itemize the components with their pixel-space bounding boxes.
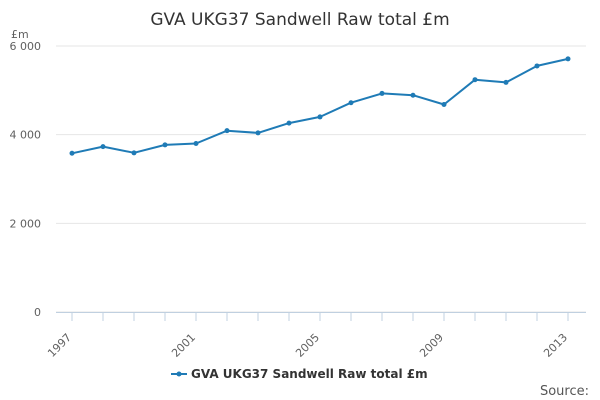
data-point-2006[interactable] [348, 100, 354, 106]
legend-label: GVA UKG37 Sandwell Raw total £m [191, 367, 428, 381]
data-point-2000[interactable] [162, 142, 168, 148]
x-axis: 1997 2001 2005 2009 2013 [45, 312, 586, 360]
y-tick-label-0: 0 [34, 306, 41, 319]
gridlines [56, 45, 586, 313]
data-point-1998[interactable] [100, 144, 106, 150]
legend[interactable]: GVA UKG37 Sandwell Raw total £m [171, 367, 428, 381]
data-point-2009[interactable] [441, 102, 447, 108]
data-point-1997[interactable] [69, 150, 75, 156]
data-point-2001[interactable] [193, 141, 199, 147]
chart-title: GVA UKG37 Sandwell Raw total £m [150, 10, 449, 30]
x-tick-label-4: 2013 [541, 331, 570, 360]
y-tick-label-3: 6 000 [10, 40, 42, 53]
y-axis: 0 2 000 4 000 6 000 [10, 40, 42, 319]
legend-point-marker [176, 371, 182, 377]
data-point-2003[interactable] [255, 130, 261, 136]
data-point-1999[interactable] [131, 150, 137, 156]
data-point-2004[interactable] [286, 120, 292, 126]
data-point-2013[interactable] [565, 56, 571, 62]
data-point-2007[interactable] [379, 90, 385, 96]
data-point-2005[interactable] [317, 114, 323, 120]
series-layer [69, 56, 571, 156]
x-tick-label-1: 2001 [169, 331, 198, 360]
x-tick-label-0: 1997 [45, 331, 74, 360]
data-point-2012[interactable] [534, 63, 540, 69]
data-point-2008[interactable] [410, 92, 416, 98]
y-axis-unit-label: £m [11, 28, 29, 41]
data-point-2010[interactable] [472, 77, 478, 83]
y-tick-label-2: 4 000 [10, 129, 42, 142]
series-line-0 [71, 57, 569, 155]
data-point-2011[interactable] [503, 79, 509, 85]
x-tick-label-3: 2009 [417, 331, 446, 360]
x-tick-label-2: 2005 [293, 331, 322, 360]
data-point-2002[interactable] [224, 128, 230, 134]
y-tick-label-1: 2 000 [10, 217, 42, 230]
source-credit[interactable]: Source: [540, 384, 589, 399]
